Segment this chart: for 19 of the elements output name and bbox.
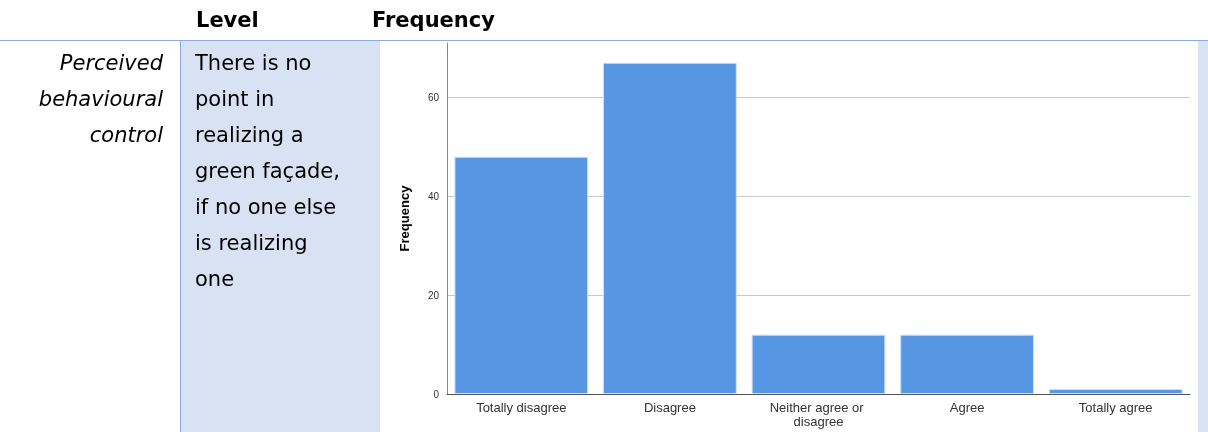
y-tick-label: 60 [427,91,440,103]
y-tick-label: 0 [433,388,440,400]
y-axis-title: Frequency [372,8,495,32]
y-tick-label: 40 [427,190,440,202]
text: Frequency [397,184,412,252]
bar [454,156,589,394]
bar [900,334,1034,394]
text: Perceived behavioural control [37,50,163,149]
x-tick-label: Neither agree or disagree [769,399,868,429]
bar [751,334,886,394]
x-tick-label: Agree [949,399,985,415]
x-tick-label: Totally agree [1078,399,1153,415]
bar [603,62,737,394]
y-tick-label: 20 [427,289,440,301]
text: There is no point in realizing a green façade, if no one else is realizing one [194,50,341,293]
x-tick-label: Totally disagree [476,399,567,415]
text: Level [196,8,259,32]
x-tick-label: Disagree [643,399,696,415]
bar [1048,389,1183,394]
